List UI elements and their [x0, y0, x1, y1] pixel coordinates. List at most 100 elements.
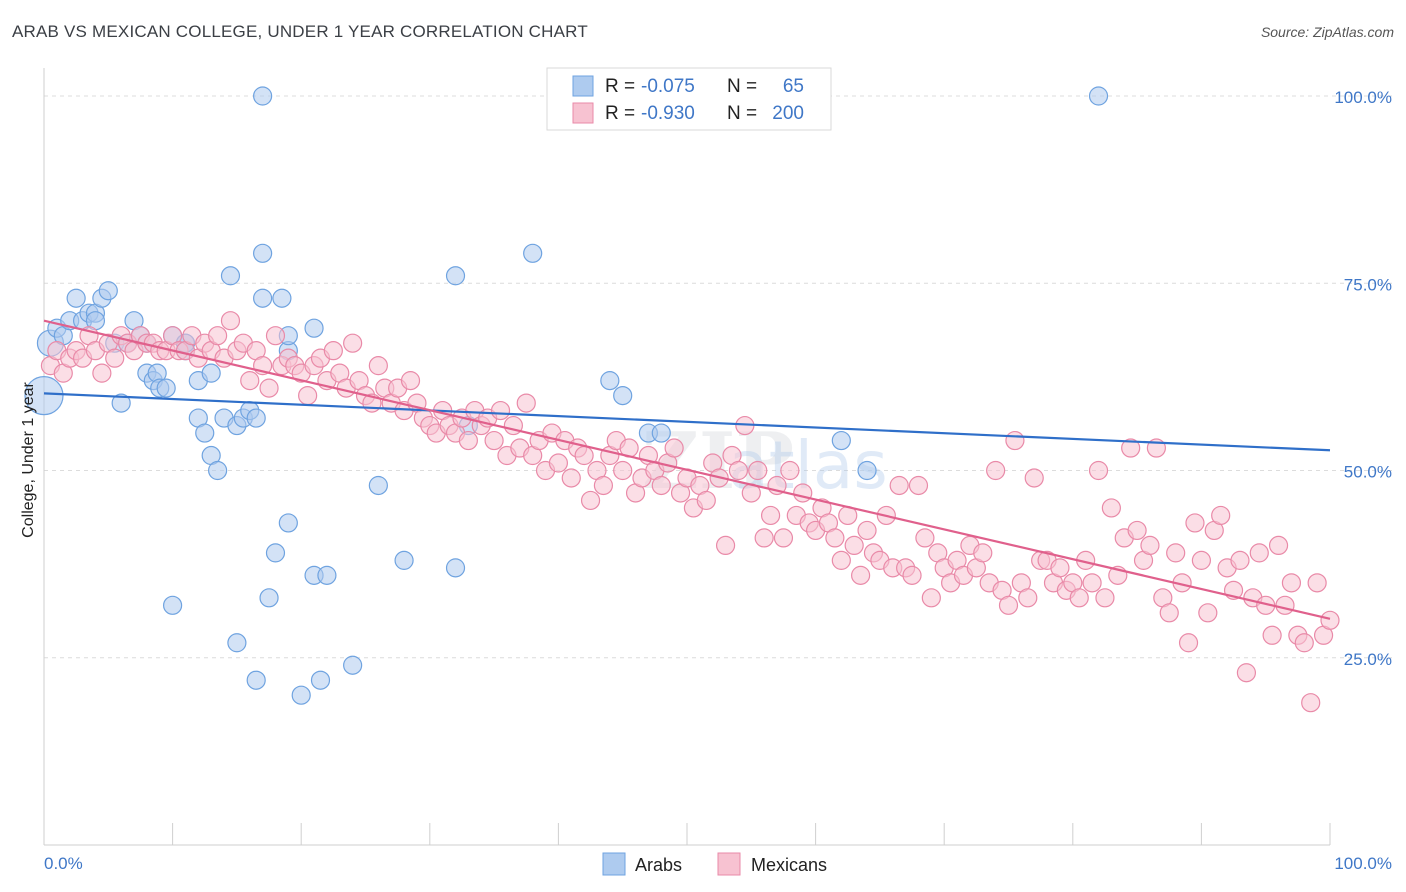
- arabs-point: [831, 430, 851, 451]
- mexicans-point: [1198, 603, 1218, 623]
- mexicans-point: [760, 505, 781, 526]
- arabs-point: [310, 670, 331, 690]
- mexicans-point: [908, 475, 929, 496]
- mexicans-point: [259, 378, 279, 398]
- mexicans-point: [921, 588, 941, 608]
- legend-r-value-1: -0.075: [641, 76, 695, 97]
- arabs-point: [253, 288, 273, 308]
- mexicans-point: [1088, 460, 1109, 481]
- legend-r-label-1: R =: [605, 76, 635, 97]
- y-tick-label: 50.0%: [1344, 463, 1392, 482]
- mexicans-point: [1249, 543, 1269, 563]
- legend-swatch-arabs-bottom: [602, 852, 626, 876]
- y-tick-label: 75.0%: [1344, 275, 1392, 294]
- arabs-point: [291, 685, 311, 705]
- arabs-point: [445, 266, 466, 286]
- mexicans-point: [998, 595, 1019, 615]
- arabs-point: [253, 243, 273, 263]
- mexicans-point: [1024, 468, 1044, 488]
- arabs-point: [98, 281, 118, 301]
- mexicans-point: [490, 400, 511, 421]
- mexicans-point: [1050, 558, 1070, 578]
- mexicans-point: [516, 393, 536, 413]
- legend-swatch-mexicans-bottom: [717, 852, 741, 876]
- legend-n-value-2: 200: [772, 103, 804, 124]
- mexicans-point: [728, 460, 749, 481]
- mexicans-point: [458, 430, 478, 451]
- legend-box: [546, 67, 832, 131]
- x-tick-label: 100.0%: [1334, 854, 1392, 873]
- mexicans-point: [1159, 603, 1179, 623]
- arabs-point: [246, 670, 266, 690]
- legend-n-label-1: N =: [727, 76, 757, 97]
- arabs-point: [343, 655, 363, 675]
- mexicans-point: [1005, 430, 1025, 451]
- arabs-point: [317, 565, 337, 585]
- mexicans-point: [986, 460, 1006, 481]
- arabs-point: [272, 288, 292, 308]
- correlation-legend: R = -0.075 N = 65 R = -0.930 N = 200: [546, 67, 832, 131]
- mexicans-point: [105, 348, 125, 368]
- mexicans-point: [696, 490, 716, 511]
- mexicans-point: [851, 565, 871, 585]
- mexicans-point: [844, 535, 864, 556]
- mexicans-point: [368, 356, 388, 376]
- legend-n-label-2: N =: [727, 103, 757, 124]
- arabs-point: [368, 475, 388, 496]
- mexicans-point: [1121, 438, 1141, 458]
- mexicans-trend-line: [43, 319, 1331, 620]
- data-points: [24, 86, 1340, 713]
- mexicans-point: [580, 490, 601, 511]
- mexicans-point: [773, 528, 794, 548]
- x-tick-label: 0.0%: [44, 854, 83, 873]
- mexicans-point: [561, 468, 581, 488]
- arabs-point: [163, 595, 183, 615]
- arabs-point: [195, 423, 215, 443]
- arabs-point: [1088, 86, 1109, 106]
- mexicans-point: [593, 475, 614, 496]
- mexicans-point: [973, 543, 993, 563]
- mexicans-point: [323, 341, 343, 361]
- mexicans-point: [1082, 573, 1102, 593]
- mexicans-point: [1268, 535, 1289, 556]
- mexicans-point: [793, 483, 813, 503]
- mexicans-point: [1095, 588, 1115, 608]
- mexicans-point: [857, 520, 877, 541]
- trend-lines: [43, 319, 1331, 620]
- arabs-point: [201, 363, 221, 383]
- chart-title: ARAB VS MEXICAN COLLEGE, UNDER 1 YEAR CO…: [12, 22, 588, 41]
- mexicans-point: [915, 528, 935, 548]
- y-tick-label: 100.0%: [1334, 88, 1392, 107]
- arabs-point: [600, 371, 620, 391]
- mexicans-point: [754, 528, 774, 548]
- arabs-point: [445, 558, 466, 578]
- mexicans-point: [220, 311, 241, 331]
- mexicans-point: [548, 453, 569, 473]
- arabs-point: [220, 266, 241, 286]
- mexicans-point: [208, 326, 228, 346]
- mexicans-point: [343, 333, 363, 353]
- arabs-point: [394, 550, 414, 570]
- mexicans-point: [1236, 663, 1257, 683]
- arabs-point: [259, 588, 279, 608]
- arabs-point: [278, 513, 298, 533]
- mexicans-point: [664, 438, 684, 458]
- legend-label-arabs: Arabs: [635, 855, 682, 875]
- mexicans-point: [1211, 505, 1231, 526]
- mexicans-point: [1166, 543, 1186, 563]
- mexicans-point: [1307, 573, 1327, 593]
- legend-swatch-mexicans: [572, 102, 594, 124]
- legend-r-label-2: R =: [605, 103, 635, 124]
- mexicans-point: [780, 460, 800, 481]
- series-legend: Arabs Mexicans: [602, 852, 827, 876]
- arabs-point: [304, 318, 324, 338]
- mexicans-point: [1191, 550, 1212, 570]
- mexicans-point: [715, 535, 736, 556]
- arabs-point: [857, 460, 877, 481]
- arabs-point: [156, 378, 176, 398]
- mexicans-point: [1069, 588, 1089, 608]
- mexicans-point: [651, 475, 671, 496]
- y-tick-label: 25.0%: [1344, 650, 1392, 669]
- mexicans-point: [1230, 550, 1250, 570]
- mexicans-point: [1320, 610, 1340, 630]
